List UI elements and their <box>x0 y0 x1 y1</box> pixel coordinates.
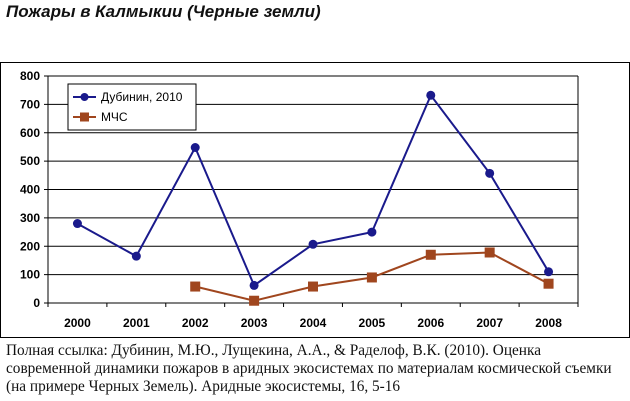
citation-caption: Полная ссылка: Дубинин, М.Ю., Лущекина, … <box>6 342 612 395</box>
x-tick-label-2003: 2003 <box>241 316 268 330</box>
series-2-point-2008 <box>543 278 554 289</box>
y-tick-label-0: 0 <box>33 296 40 310</box>
series-1-point-2000 <box>72 219 82 229</box>
series-2-point-2003 <box>249 295 260 306</box>
x-tick-label-2002: 2002 <box>182 316 209 330</box>
legend-label-2: МЧС <box>101 110 128 124</box>
x-tick-label-2005: 2005 <box>359 316 386 330</box>
y-axis-ticks: 0 100 200 300 400 500 600 700 800 <box>20 69 48 310</box>
series-1-point-2002 <box>190 143 200 153</box>
series-group <box>72 90 554 306</box>
x-tick-label-2001: 2001 <box>123 316 150 330</box>
y-tick-label-600: 600 <box>20 126 40 140</box>
axes <box>47 76 579 303</box>
series-1-point-2004 <box>308 239 318 249</box>
series-1-point-2008 <box>544 267 554 277</box>
series-2-point-2004 <box>308 281 318 292</box>
series-1-point-2006 <box>426 90 436 100</box>
legend: Дубинин, 2010 МЧС <box>67 83 197 131</box>
series-2-point-2007 <box>484 247 495 258</box>
y-tick-label-700: 700 <box>20 97 40 111</box>
x-tick-label-2004: 2004 <box>300 316 327 330</box>
legend-marker-2 <box>80 112 89 122</box>
y-tick-label-200: 200 <box>20 239 40 253</box>
x-tick-label-2000: 2000 <box>64 316 91 330</box>
series-1-point-2001 <box>131 251 141 261</box>
grid-lines <box>48 75 578 304</box>
page-title: Пожары в Калмыкии (Черные земли) <box>6 2 321 21</box>
legend-box <box>67 83 197 131</box>
y-tick-label-500: 500 <box>20 154 40 168</box>
series-1-point-2007 <box>485 168 495 178</box>
x-tick-label-2008: 2008 <box>535 316 562 330</box>
y-tick-label-400: 400 <box>20 183 40 197</box>
legend-marker-1 <box>80 93 89 101</box>
series-2 <box>190 247 554 306</box>
y-tick-label-800: 800 <box>20 69 40 83</box>
series-1 <box>72 90 554 290</box>
y-tick-label-100: 100 <box>20 268 40 282</box>
x-tick-label-2007: 2007 <box>476 316 503 330</box>
y-tick-label-300: 300 <box>20 211 40 225</box>
series-2-point-2002 <box>190 281 201 292</box>
x-axis-ticks: 2000 2001 2002 2003 2004 2005 2006 2007 2008 <box>47 303 579 330</box>
legend-label-1: Дубинин, 2010 <box>101 90 183 104</box>
x-tick-label-2006: 2006 <box>417 316 444 330</box>
series-2-point-2006 <box>425 249 436 260</box>
series-1-point-2005 <box>367 227 377 237</box>
series-1-point-2003 <box>249 280 259 290</box>
series-2-point-2005 <box>366 272 377 283</box>
